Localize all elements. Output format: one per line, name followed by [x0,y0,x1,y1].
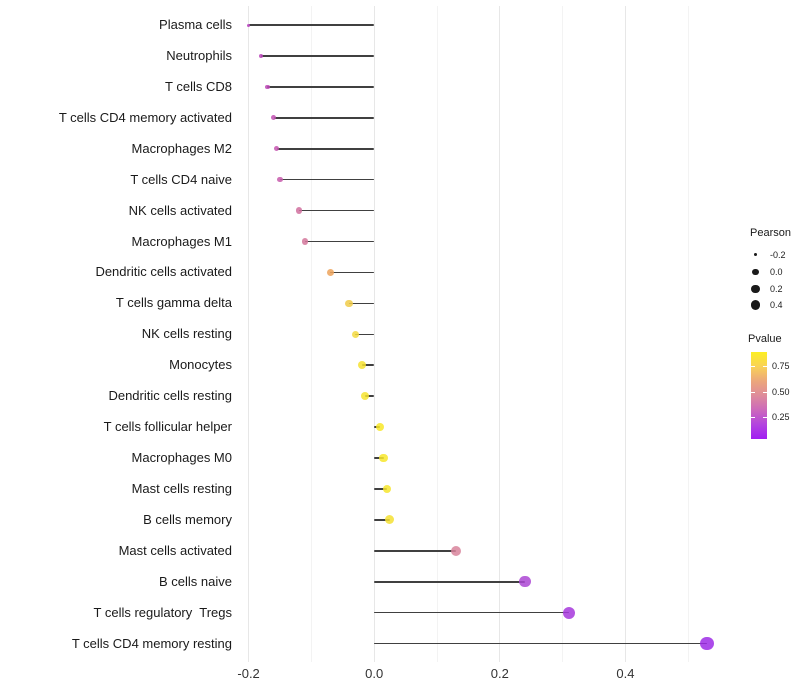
stem-line [267,86,375,88]
grid-line-major [373,6,375,662]
grid-line-minor [687,6,689,662]
stem-line [298,209,375,212]
data-point [379,453,388,463]
category-label: T cells CD4 naive [130,171,232,187]
grid-line-minor [310,6,312,662]
category-label: Mast cells resting [131,480,232,496]
gradient-tick [751,417,755,418]
grid-line-major [499,6,501,662]
data-point [382,484,391,494]
stem-line [374,488,387,490]
data-point [326,268,334,276]
data-point [562,606,575,619]
gradient-tick [751,392,755,393]
category-label: B cells memory [143,511,232,527]
grid-line-major [624,6,626,662]
stem-line [355,333,375,336]
stem-line [374,642,708,645]
stem-line [330,271,375,274]
stem-line [349,302,375,305]
category-label: T cells gamma delta [115,295,232,311]
category-label: Macrophages M0 [131,450,232,466]
category-label: Macrophages M1 [131,233,232,249]
stem-line [305,240,375,243]
category-label: T cells CD4 memory activated [58,109,232,125]
data-point [271,115,277,121]
legend-size-dot [752,268,759,276]
data-point [519,575,531,588]
data-point [700,636,714,651]
stem-line [248,24,375,26]
gradient-tick-label: 0.50 [772,387,790,397]
data-point [265,84,270,90]
legend-pvalue-title: Pvalue [748,333,782,345]
category-label: NK cells activated [128,202,232,218]
legend-size-label: 0.2 [770,283,783,294]
category-label: T cells CD4 memory resting [71,635,232,651]
category-label: NK cells resting [141,326,232,342]
category-label: Mast cells activated [118,542,232,558]
stem-line [374,519,390,521]
stem-line [374,457,384,459]
legend-size-dot [753,253,758,257]
category-label: Plasma cells [159,17,232,32]
data-point [351,330,360,339]
data-point [274,146,280,152]
gradient-tick [763,366,767,367]
category-label: T cells follicular helper [103,419,232,435]
x-tick-label: 0.0 [365,666,384,681]
gradient-tick [763,417,767,418]
gradient-tick [763,392,767,393]
stem-line [374,611,569,614]
data-point [277,176,283,183]
stem-line [261,55,375,57]
grid-line-minor [436,6,438,662]
stem-line [364,395,375,397]
stem-line [374,580,525,583]
data-point [345,299,353,308]
category-label: Dendritic cells activated [95,264,232,280]
data-point [385,515,395,525]
grid-line-major [248,6,250,662]
category-label: Neutrophils [166,47,232,63]
data-point [450,545,462,557]
legend-size-label: 0.4 [770,300,783,311]
category-label: Monocytes [169,357,232,373]
category-label: Dendritic cells resting [108,388,232,404]
legend-pearson-title: Pearson [750,227,791,239]
data-point [247,23,251,27]
stem-line [273,116,375,119]
legend-size-dot [751,284,760,293]
data-point [301,238,309,245]
category-label: T cells CD8 [165,78,232,94]
x-tick-label: 0.2 [490,666,509,681]
category-label: T cells regulatory Tregs [93,604,232,620]
stem-line [276,147,375,150]
gradient-tick-label: 0.75 [772,361,790,371]
x-tick-label: -0.2 [237,666,260,681]
category-label: Macrophages M2 [131,140,232,156]
legend-size-label: 0.0 [770,267,783,277]
x-tick-label: 0.4 [616,666,635,681]
category-label: B cells naive [159,573,232,589]
grid-line-minor [562,6,564,662]
legend-size-label: -0.2 [770,249,786,260]
data-point [357,361,366,370]
data-point [295,207,303,214]
data-point [376,423,385,432]
gradient-tick [751,366,755,367]
stem-line [280,178,375,181]
data-point [258,53,264,59]
gradient-tick-label: 0.25 [772,412,790,422]
stem-line [374,550,456,552]
legend-size-dot [750,300,761,311]
stem-line [361,364,375,367]
data-point [360,392,369,401]
